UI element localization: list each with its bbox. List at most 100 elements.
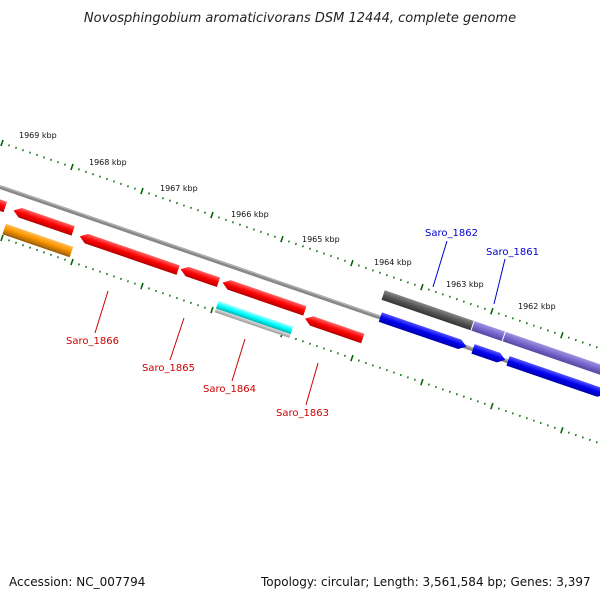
gene-saro-1862[interactable] — [381, 290, 474, 331]
gene-saro-1863[interactable] — [221, 278, 307, 316]
gene-saro-1861[interactable] — [502, 331, 600, 378]
outer-ring-tick — [266, 233, 269, 236]
gene-saro-1861a[interactable] — [471, 321, 505, 341]
inner-ring-tick — [497, 407, 500, 410]
inner-ring-tick — [553, 426, 556, 429]
outer-ring-tick — [567, 336, 570, 339]
inner-ring-tick — [176, 296, 178, 300]
outer-ring-tick — [455, 298, 458, 301]
outer-ring-tick — [574, 338, 577, 342]
outer-ring-tick — [140, 187, 144, 195]
inner-ring-tick — [427, 383, 430, 386]
outer-ring-tick — [385, 274, 388, 277]
outer-ring-tick — [57, 161, 59, 164]
outer-ring-tick — [148, 192, 150, 195]
gene-labels: Saro_1866 Saro_1865 Saro_1864 Saro_1863 … — [66, 228, 539, 419]
gene-saro-1867[interactable] — [0, 197, 8, 213]
outer-ring-tick — [588, 343, 591, 346]
outer-ring-tick — [560, 331, 564, 339]
outer-ring-tick — [120, 182, 122, 186]
inner-ring-tick — [406, 376, 409, 379]
gene-label-saro-1865[interactable]: Saro_1865 — [142, 363, 195, 374]
gene-saro-1864[interactable] — [179, 265, 221, 287]
outer-ring-tick — [525, 322, 528, 325]
kbp-label-1968: 1968 kbp — [89, 158, 127, 167]
outer-ring-tick — [497, 312, 500, 315]
inner-ring-tick — [148, 287, 150, 290]
inner-ring-tick — [560, 426, 564, 434]
inner-ring-tick — [448, 390, 451, 393]
outer-ring-tick — [259, 230, 262, 234]
inner-ring-tick — [336, 352, 339, 355]
inner-ring-tick — [434, 385, 437, 389]
outer-ring-tick — [581, 341, 584, 344]
inner-ring-tick — [532, 419, 535, 422]
inner-ring-tick — [469, 397, 472, 401]
outer-ring-tick — [0, 139, 4, 147]
inner-ring-tick — [525, 417, 528, 420]
inner-ring-tick — [92, 268, 94, 271]
outer-ring-tick — [350, 259, 354, 267]
inner-ring-tick — [350, 354, 354, 362]
gene-label-saro-1864[interactable]: Saro_1864 — [203, 384, 256, 395]
outer-ring-tick — [392, 276, 395, 279]
outer-ring-tick — [343, 259, 346, 262]
outer-ring-tick — [462, 300, 465, 303]
inner-ring-tick — [511, 412, 514, 415]
gene-label-saro-1862[interactable]: Saro_1862 — [425, 228, 478, 239]
feature-track — [2, 223, 294, 338]
inner-ring-tick — [357, 359, 360, 362]
outer-ring-tick — [420, 283, 424, 291]
outer-ring-tick — [169, 199, 171, 202]
feature-orange[interactable] — [3, 223, 74, 256]
forward-strand-genes — [378, 290, 600, 399]
outer-ring-tick — [371, 269, 374, 272]
outer-ring-tick — [434, 290, 437, 294]
outer-ring-tick — [8, 144, 10, 147]
outer-ring-tick — [190, 206, 192, 210]
gene-saro-1862b[interactable] — [378, 312, 468, 351]
inner-ring-tick — [162, 292, 164, 295]
inner-ring-tick — [106, 272, 108, 276]
inner-ring-tick — [190, 301, 192, 305]
inner-ring-tick — [43, 251, 45, 254]
gene-saro-1865[interactable] — [78, 232, 180, 275]
accession-text: Accession: NC_007794 — [9, 575, 146, 589]
gene-label-saro-1866[interactable]: Saro_1866 — [66, 336, 119, 347]
inner-ring-tick — [483, 402, 486, 405]
outer-ring-tick — [127, 185, 129, 188]
outer-ring-tick — [427, 288, 430, 291]
gene-saro-1860[interactable] — [506, 356, 600, 399]
gene-saro-1863b[interactable] — [303, 314, 365, 344]
inner-ring-tick — [294, 337, 297, 341]
inner-ring-tick — [169, 294, 171, 297]
gene-label-saro-1861[interactable]: Saro_1861 — [486, 247, 539, 258]
inner-ring-tick — [574, 433, 577, 437]
inner-ring-tick — [343, 354, 346, 357]
outer-ring-tick — [238, 223, 241, 226]
outer-ring-tick — [399, 278, 402, 282]
outer-ring-tick — [43, 156, 45, 159]
outer-ring-tick — [357, 264, 360, 267]
outer-ring-tick — [232, 221, 234, 224]
inner-ring-tick — [50, 253, 52, 256]
outer-ring-tick — [218, 216, 220, 219]
outer-ring-tick — [364, 266, 367, 270]
inner-ring-tick — [462, 395, 465, 398]
gene-saro-1866[interactable] — [12, 206, 75, 236]
inner-ring-tick — [329, 349, 332, 353]
outer-ring-tick — [29, 151, 31, 154]
genome-summary-text: Topology: circular; Length: 3,561,584 bp… — [261, 575, 591, 589]
outer-ring-tick — [378, 271, 381, 274]
inner-ring-tick — [308, 342, 311, 345]
feature-cyan[interactable] — [215, 300, 294, 335]
gene-saro-1861b[interactable] — [471, 344, 506, 364]
gene-label-saro-1863[interactable]: Saro_1863 — [276, 408, 329, 419]
label-leaders — [94, 240, 506, 406]
inner-ring-tick — [546, 424, 549, 427]
kbp-labels: 1969 kbp 1968 kbp 1967 kbp 1966 kbp 1965… — [19, 131, 556, 311]
inner-ring-tick — [588, 438, 591, 441]
outer-ring-tick — [113, 180, 115, 183]
outer-ring-tick — [595, 346, 598, 349]
outer-ring-tick — [22, 149, 24, 152]
